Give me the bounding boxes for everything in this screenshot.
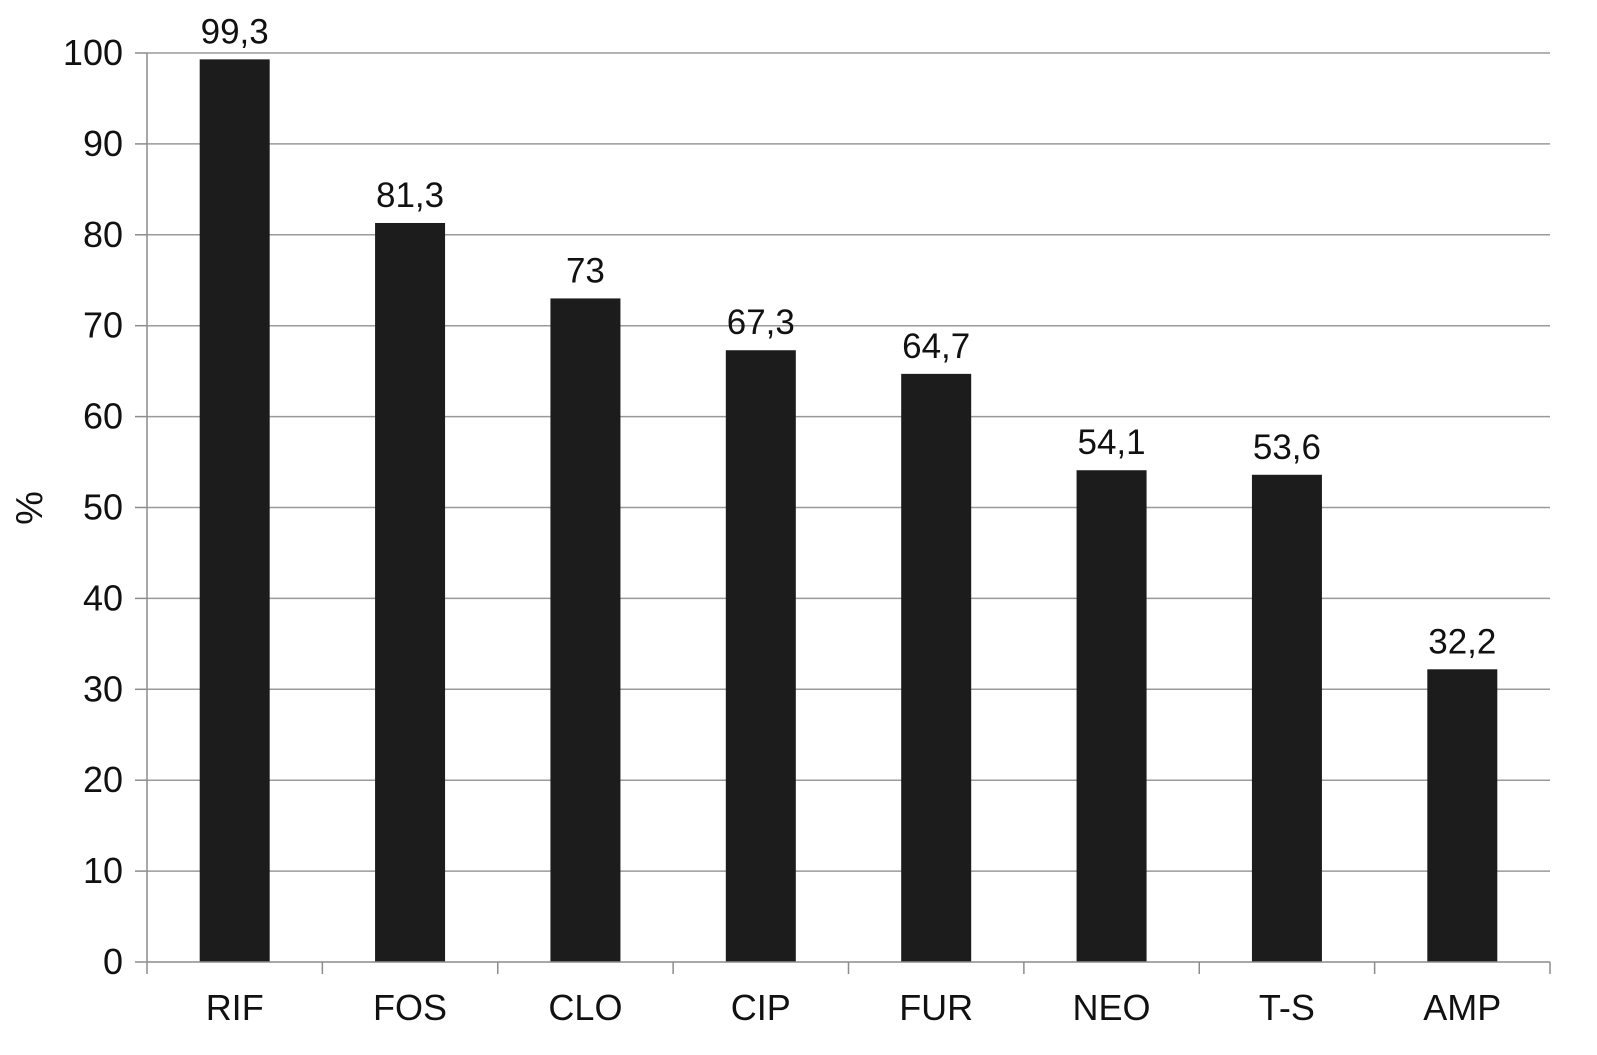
bars [199, 59, 1498, 963]
y-tick-label: 60 [83, 396, 123, 437]
bar-amp [1427, 669, 1498, 962]
labels: 0 10 20 30 40 50 60 70 80 90 100 99,3 RIF 81,3 FOS 73 CL… [63, 12, 1501, 1028]
value-label: 99,3 [201, 12, 269, 51]
axes [135, 52, 1551, 974]
x-tick-label: T-S [1259, 987, 1315, 1028]
y-tick-label: 20 [83, 759, 123, 800]
bar-neo [1076, 470, 1147, 962]
y-tick-label: 90 [83, 123, 123, 164]
y-tick-label: 100 [63, 32, 123, 73]
y-tick-label: 80 [83, 214, 123, 255]
bar-clo [550, 298, 621, 962]
value-label: 73 [566, 251, 605, 290]
gridlines [147, 52, 1550, 872]
bar-cip [725, 350, 796, 962]
y-axis-title: % [9, 491, 51, 525]
y-tick-label: 10 [83, 850, 123, 891]
x-tick-label: FUR [899, 987, 973, 1028]
value-label: 54,1 [1078, 423, 1146, 462]
x-tick-label: CLO [548, 987, 622, 1028]
value-label: 81,3 [376, 176, 444, 215]
x-tick-label: CIP [731, 987, 791, 1028]
y-tick-label: 0 [103, 941, 123, 982]
y-tick-label: 70 [83, 305, 123, 346]
bar-rif [199, 59, 270, 963]
y-tick-label: 50 [83, 487, 123, 528]
y-tick-label: 40 [83, 577, 123, 618]
value-label: 32,2 [1428, 622, 1496, 661]
x-tick-label: FOS [373, 987, 447, 1028]
y-tick-label: 30 [83, 668, 123, 709]
value-label: 53,6 [1253, 428, 1321, 467]
bar-t-s [1251, 474, 1322, 962]
value-label: 67,3 [727, 303, 795, 342]
x-tick-label: NEO [1073, 987, 1151, 1028]
x-tick-label: RIF [206, 987, 264, 1028]
value-label: 64,7 [902, 327, 970, 366]
x-tick-label: AMP [1423, 987, 1501, 1028]
bar-fos [375, 222, 446, 962]
bar-fur [901, 373, 972, 962]
